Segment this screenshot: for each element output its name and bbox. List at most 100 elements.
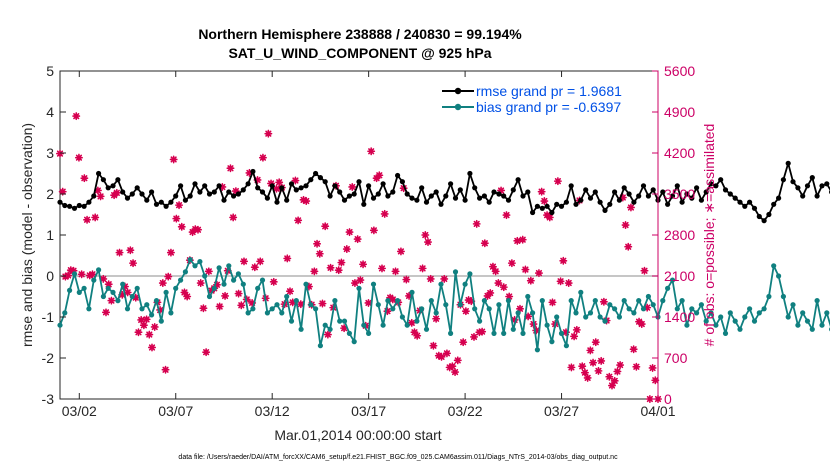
rmse-point bbox=[235, 191, 241, 197]
bias-point bbox=[592, 298, 598, 304]
rmse-point bbox=[534, 203, 541, 209]
bias-point bbox=[785, 314, 791, 320]
rmse-point bbox=[414, 197, 420, 203]
bias-point bbox=[650, 302, 656, 308]
bias-point bbox=[457, 302, 463, 308]
bias-point bbox=[737, 326, 743, 332]
obs-count-marker bbox=[80, 174, 89, 183]
bias-point bbox=[288, 318, 295, 324]
obs-count-marker bbox=[175, 201, 184, 210]
obs-count-marker bbox=[643, 303, 652, 312]
obs-count-marker bbox=[521, 265, 530, 274]
obs-count-marker bbox=[499, 283, 508, 292]
bias-point bbox=[645, 293, 652, 300]
obs-count-marker bbox=[478, 327, 487, 336]
rmse-point bbox=[665, 201, 671, 207]
obs-count-marker bbox=[589, 358, 598, 367]
chart-title-line2: SAT_U_WIND_COMPONENT @ 925 hPa bbox=[228, 45, 491, 61]
obs-count-marker bbox=[580, 368, 589, 377]
rmse-point bbox=[780, 177, 787, 183]
bias-point bbox=[313, 306, 319, 312]
rmse-point bbox=[491, 189, 497, 195]
obs-count-marker bbox=[594, 366, 603, 375]
obs-count-marker bbox=[418, 264, 427, 273]
obs-count-marker bbox=[356, 276, 365, 285]
obs-count-marker bbox=[340, 324, 349, 333]
rmse-point bbox=[698, 197, 705, 203]
rmse-point bbox=[607, 201, 613, 207]
bias-point bbox=[57, 322, 63, 328]
rmse-point bbox=[211, 189, 217, 195]
obs-count-marker bbox=[464, 296, 473, 305]
obs-count-marker bbox=[348, 182, 357, 191]
rmse-point bbox=[370, 195, 377, 201]
obs-count-marker bbox=[61, 272, 70, 281]
obs-count-marker bbox=[459, 338, 468, 347]
rmse-point bbox=[327, 193, 333, 199]
bias-point bbox=[501, 330, 507, 336]
obs-count-marker bbox=[85, 271, 94, 280]
bias-point bbox=[761, 306, 767, 312]
obs-count-marker bbox=[494, 279, 503, 288]
obs-count-marker bbox=[440, 274, 449, 283]
bias-point bbox=[602, 318, 608, 324]
rmse-point bbox=[322, 179, 328, 185]
rmse-point bbox=[771, 201, 777, 207]
obs-count-marker bbox=[107, 296, 116, 305]
obs-count-marker bbox=[451, 368, 460, 377]
obs-count-marker bbox=[88, 270, 97, 279]
obs-count-marker bbox=[564, 279, 573, 288]
bias-point bbox=[153, 298, 160, 304]
bias-point bbox=[530, 310, 536, 316]
obs-count-marker bbox=[234, 289, 243, 298]
bias-point bbox=[669, 277, 676, 283]
obs-count-marker bbox=[104, 280, 113, 289]
obs-count-marker bbox=[139, 321, 148, 330]
rmse-point bbox=[530, 209, 536, 216]
bias-point bbox=[780, 293, 787, 300]
rmse-point bbox=[153, 201, 160, 207]
obs-count-marker bbox=[294, 216, 303, 225]
obs-count-marker bbox=[158, 279, 167, 288]
bias-point bbox=[317, 343, 323, 349]
rmse-point bbox=[467, 170, 473, 177]
y-left-tick-label: 3 bbox=[46, 145, 54, 161]
bias-point bbox=[356, 285, 362, 291]
obs-count-marker bbox=[120, 282, 129, 291]
rmse-point bbox=[279, 185, 285, 191]
obs-count-marker bbox=[626, 203, 635, 212]
bias-point bbox=[264, 310, 270, 316]
obs-count-marker bbox=[212, 280, 221, 289]
obs-count-marker bbox=[467, 297, 476, 306]
bias-point bbox=[115, 298, 121, 304]
bias-point bbox=[443, 302, 449, 308]
obs-count-marker bbox=[288, 298, 297, 307]
rmse-point bbox=[231, 193, 237, 199]
rmse-point bbox=[809, 175, 815, 181]
y-left-tick-label: 2 bbox=[46, 186, 54, 202]
rmse-point bbox=[496, 191, 502, 197]
obs-count-marker bbox=[432, 314, 441, 323]
rmse-point bbox=[669, 193, 676, 199]
bias-point bbox=[694, 310, 700, 316]
rmse-point bbox=[192, 181, 198, 187]
rmse-point bbox=[448, 181, 454, 187]
y-right-tick-label: 2100 bbox=[664, 268, 695, 284]
rmse-point bbox=[71, 205, 78, 211]
bias-point bbox=[81, 285, 87, 291]
y-left-tick-label: 4 bbox=[46, 104, 54, 120]
obs-count-marker bbox=[202, 348, 211, 357]
rmse-point bbox=[616, 197, 623, 203]
obs-count-marker bbox=[126, 246, 135, 255]
bias-point bbox=[149, 312, 155, 318]
obs-count-marker bbox=[388, 295, 397, 304]
obs-count-marker bbox=[526, 276, 535, 285]
obs-count-marker bbox=[318, 299, 327, 308]
obs-count-marker bbox=[96, 192, 105, 201]
obs-count-marker bbox=[115, 248, 124, 257]
rmse-point bbox=[395, 172, 401, 179]
rmse-point bbox=[573, 201, 579, 207]
rmse-point bbox=[293, 187, 299, 193]
y-left-tick-label: -1 bbox=[42, 309, 55, 325]
y-right-tick-label: 4900 bbox=[664, 104, 695, 120]
